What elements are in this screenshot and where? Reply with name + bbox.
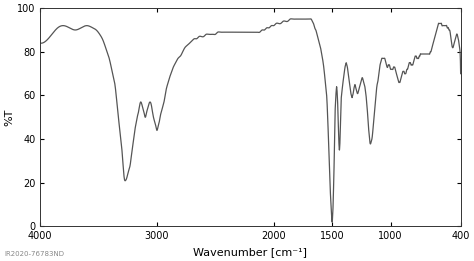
Text: IR2020-76783ND: IR2020-76783ND xyxy=(5,251,65,257)
Y-axis label: %T: %T xyxy=(4,109,14,126)
X-axis label: Wavenumber [cm⁻¹]: Wavenumber [cm⁻¹] xyxy=(193,247,308,257)
